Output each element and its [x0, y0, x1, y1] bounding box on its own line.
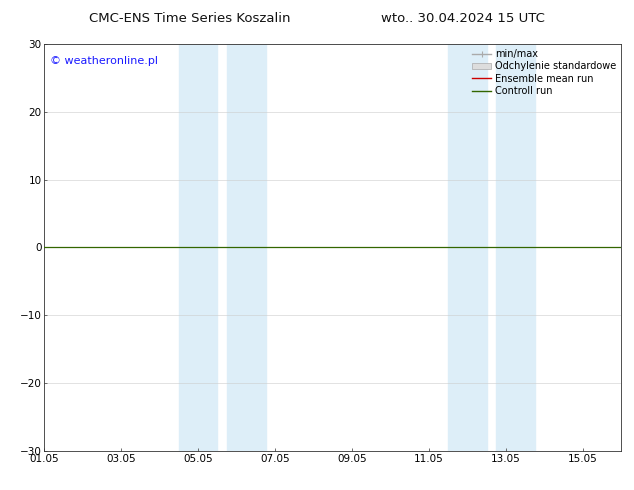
Bar	[179, 44, 217, 451]
Bar	[448, 44, 487, 451]
Legend: min/max, Odchylenie standardowe, Ensemble mean run, Controll run: min/max, Odchylenie standardowe, Ensembl…	[470, 47, 618, 98]
Text: CMC-ENS Time Series Koszalin: CMC-ENS Time Series Koszalin	[89, 12, 291, 25]
Text: wto.. 30.04.2024 15 UTC: wto.. 30.04.2024 15 UTC	[381, 12, 545, 25]
Bar	[227, 44, 266, 451]
Bar	[496, 44, 534, 451]
Text: © weatheronline.pl: © weatheronline.pl	[50, 56, 158, 66]
